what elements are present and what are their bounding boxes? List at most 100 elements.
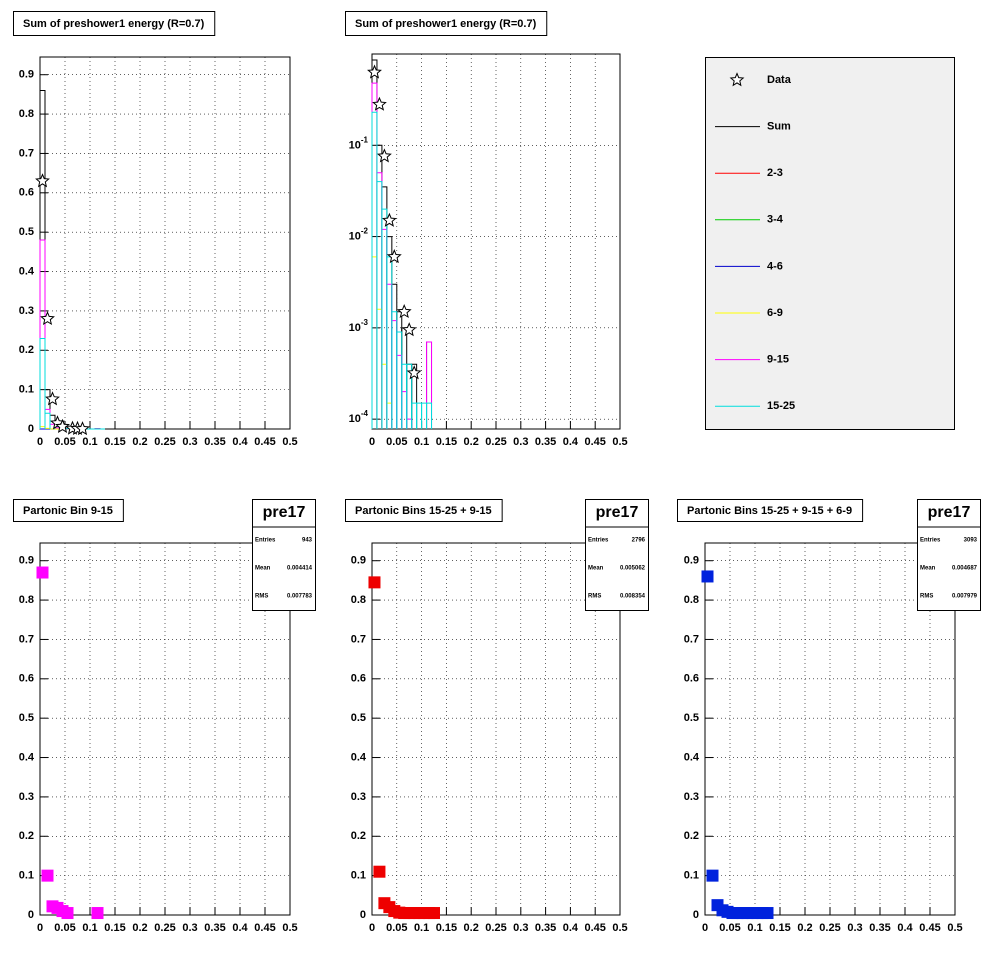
- stats-label: Entries: [920, 538, 941, 544]
- chart-title: Sum of preshower1 energy (R=0.7): [23, 18, 205, 30]
- x-tick-label: 0.3: [182, 922, 197, 934]
- x-tick-label: 0.35: [869, 922, 890, 934]
- y-tick-label: 0.9: [19, 69, 34, 81]
- x-tick-label: 0.4: [563, 436, 579, 448]
- y-tick-label: 0.7: [19, 147, 34, 159]
- stats-label: Entries: [255, 538, 276, 544]
- x-tick-label: 0.1: [414, 922, 429, 934]
- legend-label: 15-25: [767, 400, 795, 412]
- x-tick-label: 0.05: [54, 436, 75, 448]
- y-tick-label: 0.1: [351, 870, 366, 882]
- data-point: [45, 391, 60, 406]
- title-box: [345, 499, 503, 522]
- data-point: [40, 310, 55, 326]
- title-box: [677, 499, 864, 522]
- y-tick-label: 0: [360, 909, 366, 921]
- stats-box: [252, 499, 316, 611]
- y-tick-label: 0.1: [684, 870, 699, 882]
- data-point: [75, 421, 90, 436]
- chart-title: Partonic Bin 9-15: [23, 505, 113, 517]
- x-tick-label: 0.2: [132, 436, 147, 448]
- data-point: [386, 248, 402, 264]
- histogram-bin: [426, 341, 433, 429]
- y-tick-label: 10-4: [349, 409, 369, 425]
- x-tick-label: 0.35: [204, 922, 225, 934]
- y-tick-base: 10: [349, 139, 361, 151]
- y-tick-label: 0.8: [19, 108, 34, 120]
- y-tick-label: 0.8: [351, 594, 366, 606]
- stats-box: [585, 499, 649, 611]
- y-tick-label: 0.5: [684, 712, 699, 724]
- marker: [41, 869, 54, 882]
- legend-label: Data: [767, 74, 792, 86]
- legend-label: 6-9: [767, 307, 783, 319]
- x-tick-label: 0.45: [919, 922, 940, 934]
- stats-value: 3093: [964, 538, 978, 544]
- stats-label: Entries: [588, 538, 609, 544]
- y-tick-base: 10: [349, 230, 361, 242]
- data-point: [381, 212, 397, 227]
- x-tick-label: 0.1: [82, 922, 97, 934]
- x-tick-label: 0.1: [414, 436, 429, 448]
- y-tick-label: 0.8: [684, 594, 699, 606]
- y-tick-label: 0.9: [19, 555, 34, 567]
- marker: [701, 570, 714, 583]
- x-tick-label: 0.4: [563, 922, 579, 934]
- data-point: [367, 64, 382, 79]
- y-tick-label: 0.7: [19, 633, 34, 645]
- data-point: [376, 148, 392, 163]
- stats-value: 943: [302, 538, 313, 544]
- y-tick-base: 10: [349, 322, 361, 334]
- stats-value: 2796: [632, 538, 646, 544]
- legend-label: 2-3: [767, 167, 783, 179]
- y-tick-label: 10-1: [349, 135, 369, 151]
- marker: [761, 907, 774, 920]
- stats-value: 0.007783: [287, 594, 313, 600]
- x-tick-label: 0.05: [386, 922, 407, 934]
- data-point: [401, 322, 417, 337]
- x-tick-label: 0.5: [282, 922, 297, 934]
- title-box: [345, 11, 548, 36]
- x-tick-label: 0: [369, 922, 375, 934]
- x-tick-label: 0.25: [154, 922, 175, 934]
- x-tick-label: 0.5: [612, 922, 627, 934]
- marker: [91, 907, 104, 920]
- x-tick-label: 0.15: [104, 436, 125, 448]
- y-tick-label: 0.6: [19, 187, 34, 199]
- x-tick-label: 0.1: [82, 436, 97, 448]
- marker: [36, 566, 49, 579]
- y-tick-label: 10-3: [349, 318, 369, 334]
- legend-label: 3-4: [767, 214, 784, 226]
- chart-title: Partonic Bins 15-25 + 9-15: [355, 505, 492, 517]
- y-tick-label: 0.8: [19, 594, 34, 606]
- x-tick-label: 0.45: [584, 922, 605, 934]
- stats-label: Mean: [255, 566, 271, 572]
- stats-value: 0.004687: [952, 566, 978, 572]
- x-tick-label: 0.15: [769, 922, 790, 934]
- y-tick-label: 0: [28, 909, 34, 921]
- stats-title: pre17: [263, 504, 306, 521]
- chart-title: Partonic Bins 15-25 + 9-15 + 6-9: [687, 505, 852, 517]
- stats-label: RMS: [920, 594, 933, 600]
- x-tick-label: 0.25: [485, 436, 506, 448]
- stats-title: pre17: [928, 504, 971, 521]
- x-tick-label: 0.05: [719, 922, 740, 934]
- stats-label: Mean: [588, 566, 604, 572]
- x-tick-label: 0.35: [535, 922, 556, 934]
- stats-value: 0.007979: [952, 594, 978, 600]
- data-point: [372, 96, 387, 111]
- x-tick-label: 0.15: [104, 922, 125, 934]
- x-tick-label: 0.25: [819, 922, 840, 934]
- y-tick-label: 10-2: [349, 227, 369, 243]
- x-tick-label: 0.05: [54, 922, 75, 934]
- marker: [61, 907, 74, 920]
- legend-marker: [729, 72, 745, 87]
- y-tick-label: 0.9: [351, 555, 366, 567]
- plot-frame: [39, 542, 291, 916]
- x-tick-label: 0.25: [154, 436, 175, 448]
- y-tick-label: 0.4: [351, 751, 367, 763]
- x-tick-label: 0.5: [612, 436, 627, 448]
- x-tick-label: 0.45: [254, 436, 275, 448]
